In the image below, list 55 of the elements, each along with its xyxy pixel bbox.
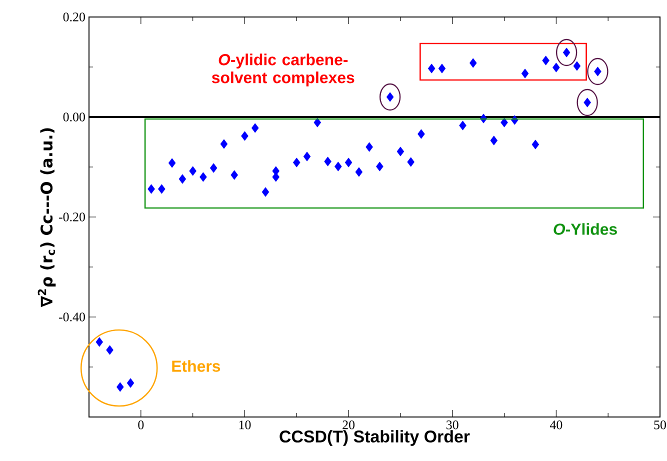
point <box>292 158 300 168</box>
point <box>178 174 186 184</box>
point <box>459 120 466 130</box>
x-tick-label: 10 <box>239 420 251 430</box>
point <box>438 64 446 74</box>
point <box>500 118 508 128</box>
point <box>418 129 425 139</box>
point <box>334 162 342 172</box>
point <box>106 345 114 355</box>
x-tick-label: 20 <box>342 420 355 430</box>
point <box>552 62 560 72</box>
point <box>532 140 540 150</box>
point <box>355 167 363 177</box>
point <box>158 184 166 194</box>
point <box>344 158 352 168</box>
annotation: O-Ylides <box>554 223 617 235</box>
point <box>116 382 124 392</box>
y-tick-label: 0.00 <box>63 112 85 122</box>
x-axis-title: CCSD(T) Stability Order <box>280 430 470 446</box>
point <box>189 166 196 176</box>
point <box>220 139 228 149</box>
point <box>251 123 259 133</box>
point <box>490 136 498 146</box>
x-tick-label: 0 <box>138 420 144 430</box>
point <box>542 56 550 66</box>
point <box>314 118 322 128</box>
y-tick-label: 0.20 <box>63 12 85 22</box>
point <box>241 131 248 141</box>
point <box>210 163 218 173</box>
point <box>376 162 384 172</box>
point <box>262 187 270 197</box>
y-tick-label: -0.20 <box>58 212 85 222</box>
x-tick-label: 40 <box>550 420 562 430</box>
x-tick-label: 50 <box>654 420 666 430</box>
point <box>200 172 207 182</box>
annotation: O-ylidic carbene-solvent complexes <box>212 54 354 86</box>
point <box>428 64 436 74</box>
point <box>230 170 238 180</box>
point <box>324 156 332 166</box>
point <box>407 157 414 167</box>
x-tick-label: 30 <box>446 420 458 430</box>
point <box>148 184 155 194</box>
y-tick-label: -0.40 <box>58 312 85 322</box>
point <box>521 68 529 78</box>
point <box>168 158 176 168</box>
point <box>396 146 404 156</box>
point <box>272 172 280 182</box>
point <box>573 61 581 71</box>
point <box>126 378 134 388</box>
point <box>96 337 104 347</box>
point <box>303 152 311 162</box>
point <box>366 142 373 152</box>
point <box>469 58 477 68</box>
annotation: Ethers <box>172 360 220 372</box>
y-axis-title: ∇$^{2}$ρ (r$_{c}$) Cc---O (a.u.) <box>38 128 56 308</box>
